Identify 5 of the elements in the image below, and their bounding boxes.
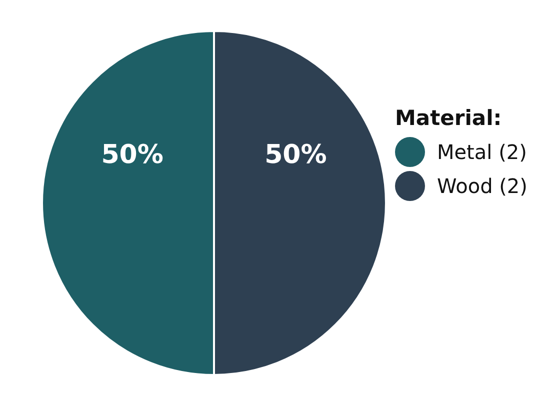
legend-label: Wood (2) xyxy=(437,174,528,198)
legend-label: Metal (2) xyxy=(437,140,527,164)
data-label: 50% xyxy=(101,140,164,170)
legend-title: Material: xyxy=(395,106,502,130)
data-label: 50% xyxy=(264,140,327,170)
